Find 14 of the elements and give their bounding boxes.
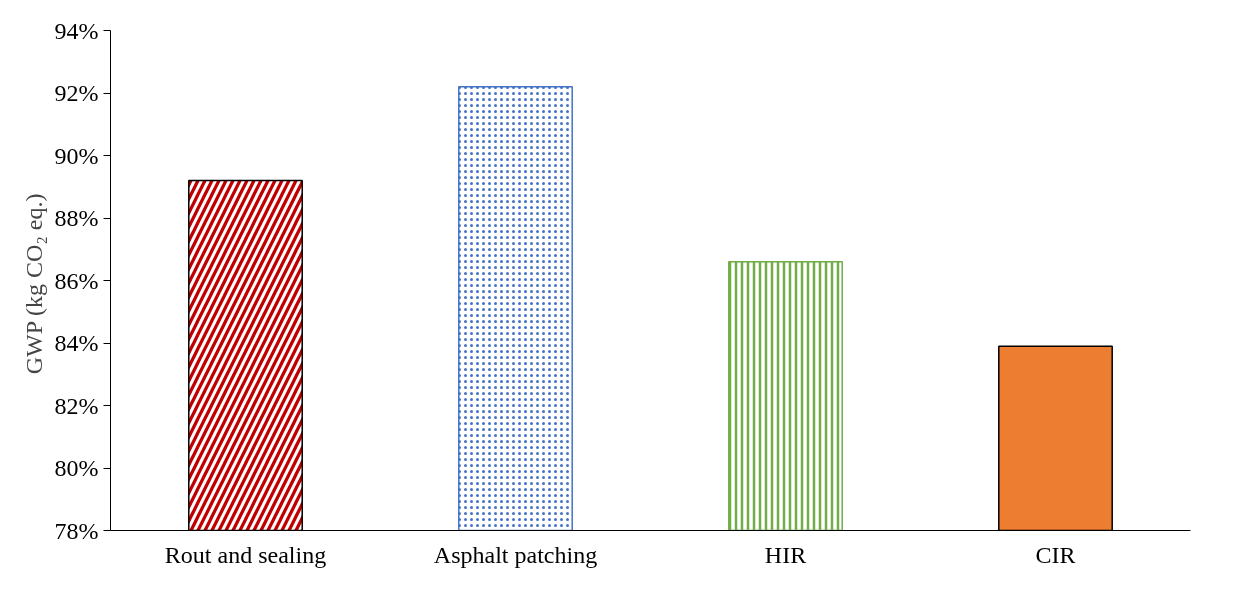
y-tick-label: 86% (54, 267, 99, 294)
y-tick-label: 82% (54, 392, 99, 419)
x-tick-label: Rout and sealing (164, 541, 327, 568)
x-tick-label: Asphalt patching (433, 541, 598, 568)
y-tick-label: 88% (54, 205, 99, 231)
x-tick-label: CIR (1035, 541, 1076, 568)
y-tick-label: 92% (54, 80, 99, 106)
y-tick-label: 94% (54, 17, 99, 44)
y-tick-label: 84% (54, 330, 99, 356)
y-tick-label: 80% (54, 455, 99, 481)
y-tick-label: 78% (54, 517, 99, 544)
x-tick-label: HIR (764, 541, 807, 568)
y-axis-title: GWP (kg CO₂ eq.) (20, 193, 47, 375)
y-tick-label: 90% (54, 142, 99, 169)
